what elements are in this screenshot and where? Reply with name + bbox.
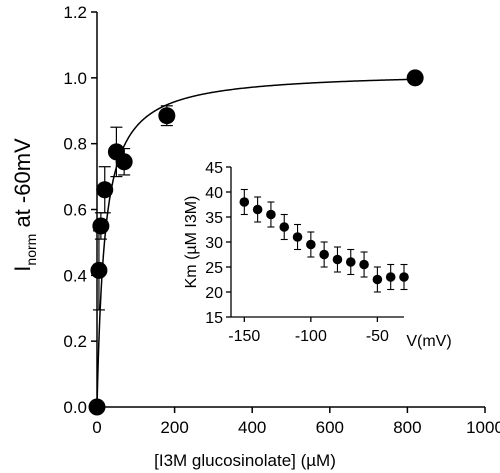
main-fit-curve-group [96,78,416,407]
main-error-bars [92,105,173,311]
inset-data-point [252,204,263,215]
main-data-point [92,217,110,235]
main-data-points [88,69,424,416]
main-y-tick-label: 0.0 [63,398,87,417]
inset-x-axis-label: V(mV) [406,333,451,350]
main-y-tick-label: 0.4 [63,266,87,285]
main-x-tick-label: 1000 [466,418,500,437]
inset-plot: 15 20 25 30 35 40 45 -150 -100 -50 V(mV) Km (µM … [183,160,452,350]
inset-data-point [266,209,276,220]
inset-axes [230,167,404,318]
main-y-axis-label: Inorm at -60mV [10,138,39,272]
main-y-ticks: 0.0 0.2 0.4 0.6 0.8 1.0 1.2 [63,3,97,417]
main-x-tick-label: 600 [316,418,344,437]
main-x-tick-label: 0 [92,418,101,437]
inset-x-tick-label: -150 [228,328,260,345]
inset-data-points [239,197,409,285]
inset-y-tick-label: 35 [205,210,223,227]
main-data-point [115,153,133,171]
main-y-axis-label-suffix: at -60mV [10,138,35,234]
inset-y-ticks: 15 20 25 30 35 40 45 [205,160,231,327]
inset-data-point [345,257,356,267]
main-x-ticks: 0 200 400 600 800 1000 [92,407,500,437]
inset-data-point [306,239,316,250]
inset-y-tick-label: 45 [205,160,223,177]
inset-error-bars [240,188,408,293]
inset-y-tick-label: 25 [205,260,223,277]
inset-data-point [319,249,329,260]
main-x-tick-label: 400 [238,418,266,437]
inset-y-tick-label: 30 [205,235,223,252]
inset-x-tick-label: -100 [295,328,327,345]
main-y-tick-label: 1.2 [63,3,87,22]
inset-y-tick-label: 20 [205,285,223,302]
main-data-point [90,261,108,279]
inset-y-tick-label: 15 [205,310,223,327]
main-x-tick-label: 800 [393,418,421,437]
main-y-tick-label: 1.0 [63,69,87,88]
main-data-point [406,69,424,87]
main-y-tick-label: 0.8 [63,135,87,154]
main-x-tick-label: 200 [160,418,188,437]
main-x-axis-label: [I3M glucosinolate] (µM) [154,451,336,470]
inset-data-point [359,259,369,270]
main-fit-curve [96,78,416,407]
inset-x-tick-label: -50 [366,328,389,345]
inset-data-point [399,272,409,282]
inset-data-point [385,272,396,282]
main-y-axis-label-subscript: norm [23,234,39,266]
main-data-point [88,398,106,416]
main-data-point [96,181,114,199]
inset-data-point [239,197,250,207]
inset-data-point [332,254,343,265]
inset-y-tick-label: 40 [205,185,223,202]
main-data-point [158,107,176,125]
inset-data-point [372,274,383,285]
inset-data-point [292,232,303,242]
inset-x-ticks: -150 -100 -50 [228,317,389,345]
main-y-axis-label-main: I [10,266,35,272]
inset-data-point [279,222,290,232]
main-plot: 0.00.20.40.60.81.01.2 0 200 400 600 800 1000 … [10,3,500,470]
main-y-tick-label: 0.2 [63,332,87,351]
main-y-tick-label: 0.6 [63,201,87,220]
inset-y-axis-label: Km (µM I3M) [183,196,200,289]
